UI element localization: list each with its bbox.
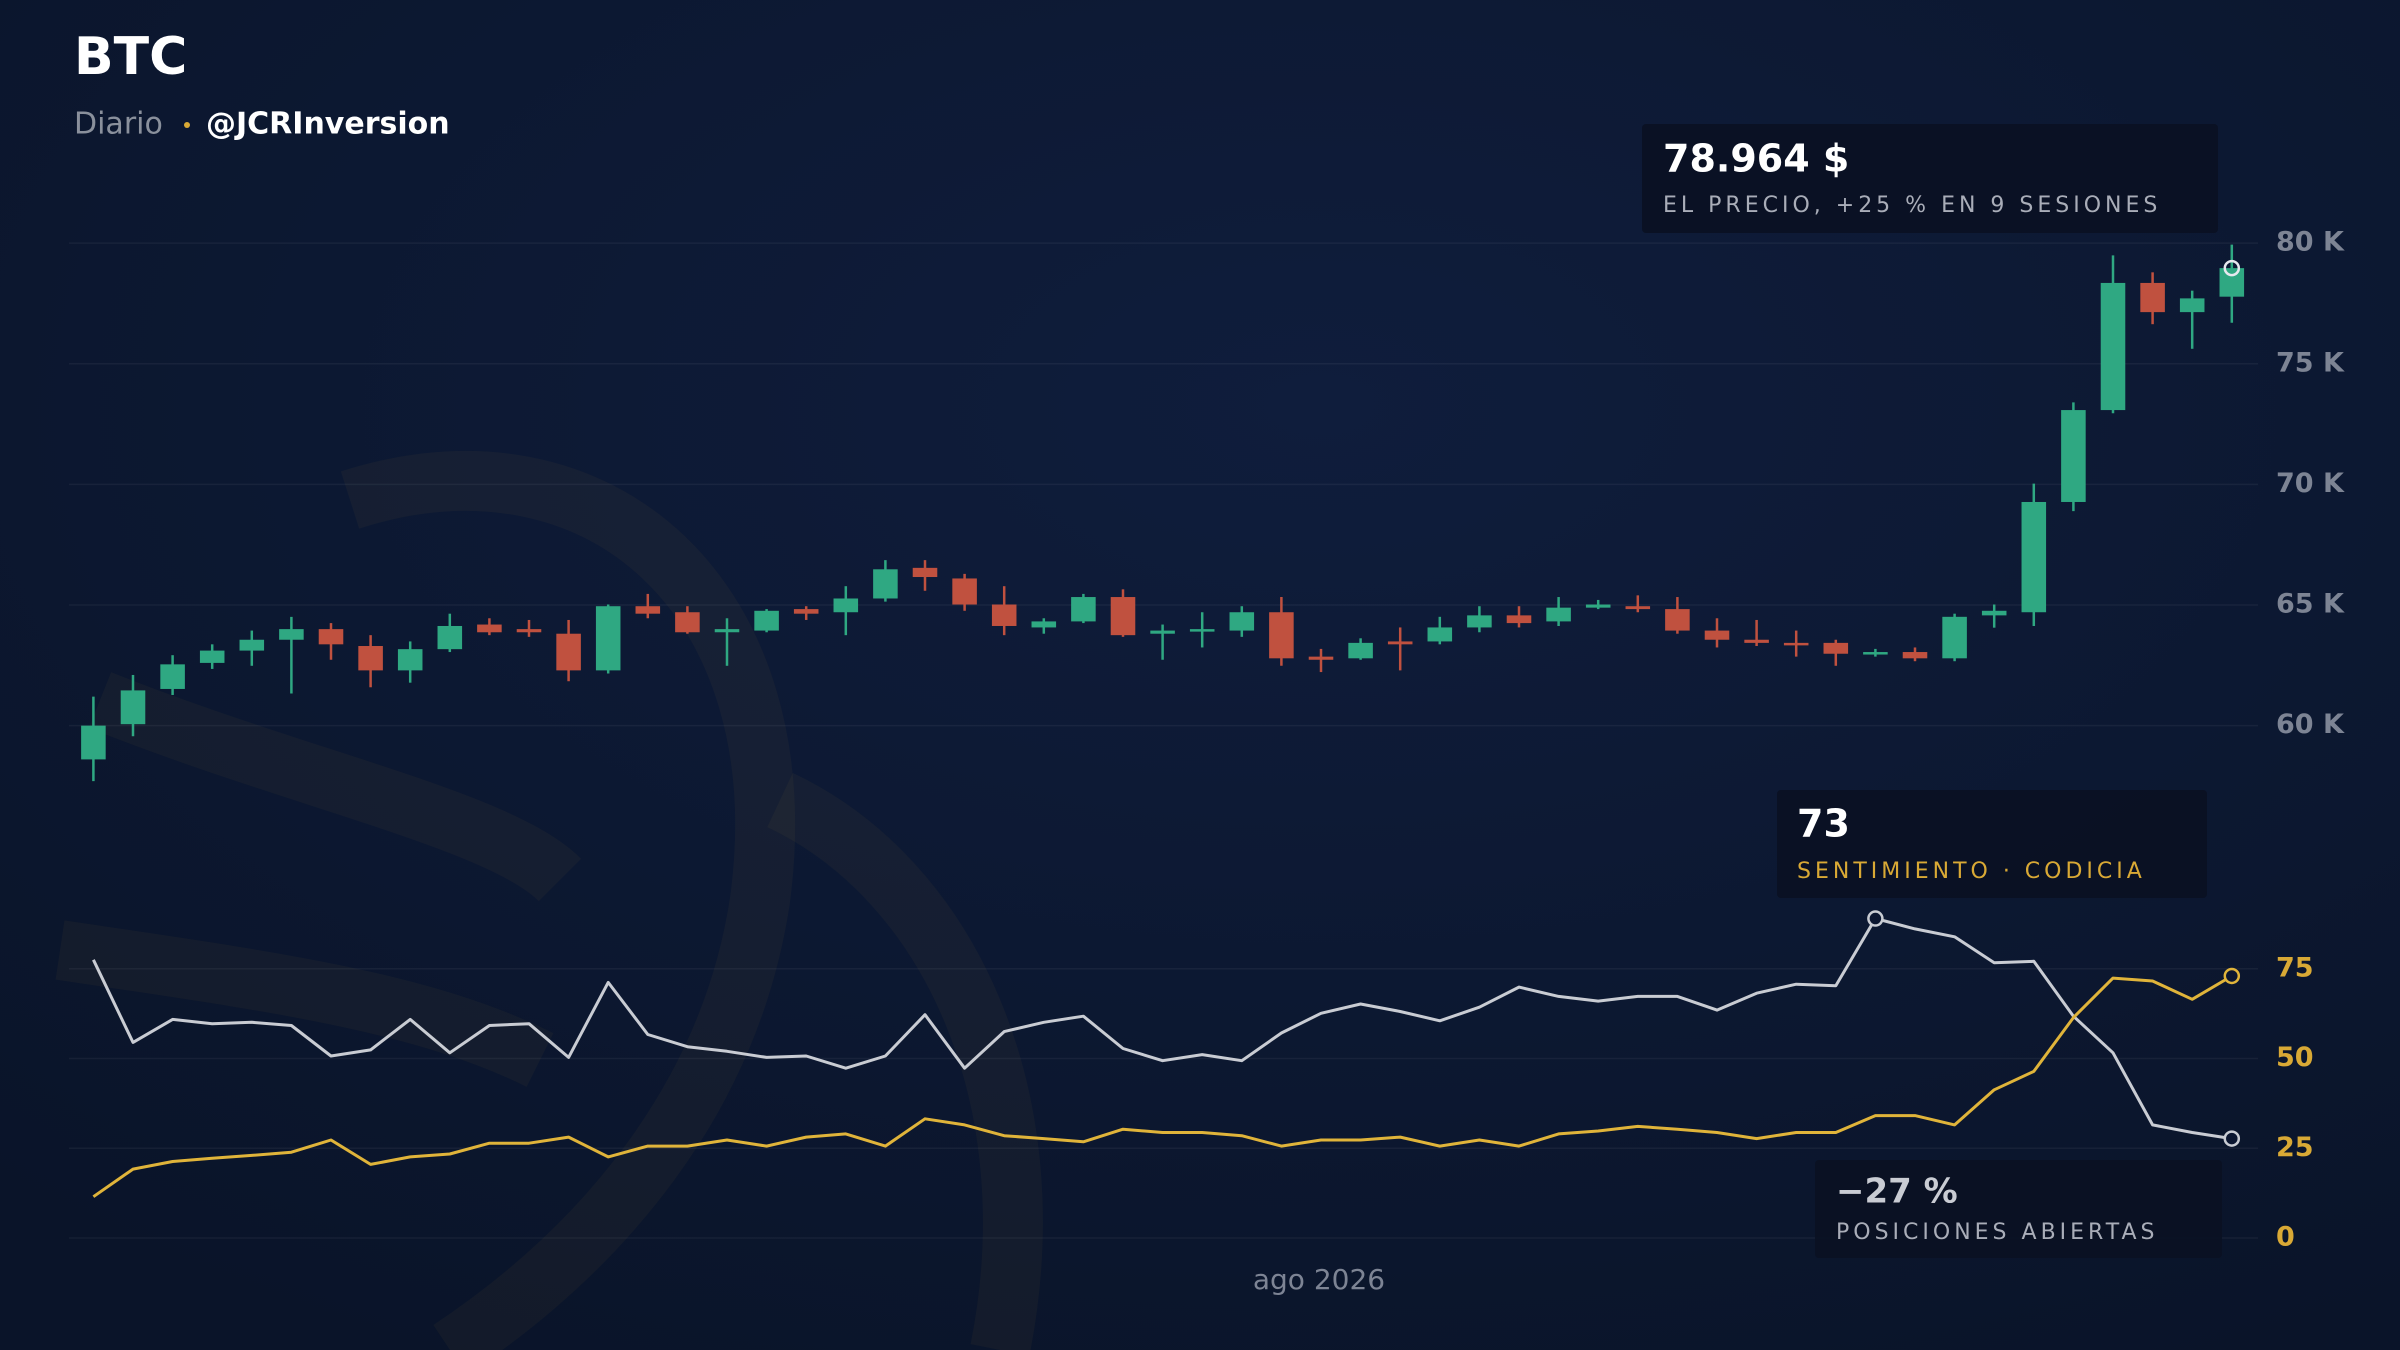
end-marker bbox=[2223, 967, 2241, 985]
candle-body bbox=[1783, 642, 1809, 646]
candle-body bbox=[1625, 606, 1651, 610]
candle-body bbox=[1863, 652, 1888, 655]
y-tick-label: 25 bbox=[2276, 1132, 2314, 1163]
candle-body bbox=[477, 624, 502, 633]
candle-body bbox=[81, 725, 106, 760]
candle-body bbox=[1229, 612, 1255, 631]
candle-body bbox=[1189, 629, 1215, 632]
candle-body bbox=[358, 646, 383, 671]
candle-body bbox=[2100, 282, 2126, 411]
candle-body bbox=[833, 598, 859, 613]
candle-body bbox=[1506, 615, 1532, 624]
candle-body bbox=[239, 639, 265, 651]
peak-marker bbox=[1867, 910, 1884, 927]
candle-body bbox=[1942, 616, 1967, 659]
candle-body bbox=[1427, 627, 1453, 642]
candle-body bbox=[1071, 597, 1096, 622]
candle-body bbox=[873, 569, 898, 599]
price-annotation-text: EL PRECIO, +25 % EN 9 SESIONES bbox=[1663, 193, 2161, 218]
candle-body bbox=[991, 604, 1017, 626]
watermark bbox=[55, 451, 1043, 1350]
sentiment-annotation-value: 73 bbox=[1797, 802, 1850, 846]
y-tick-label: 70 K bbox=[2276, 468, 2345, 499]
candle-body bbox=[595, 606, 621, 671]
positions-annotation-value: −27 % bbox=[1836, 1172, 1958, 1212]
candle-body bbox=[1704, 630, 1730, 640]
y-tick-label: 50 bbox=[2276, 1042, 2314, 1073]
candle-body bbox=[635, 606, 661, 614]
title: BTC bbox=[74, 27, 187, 87]
candle-body bbox=[160, 664, 185, 689]
sentiment-annotation-text: SENTIMIENTO · CODICIA bbox=[1797, 859, 2146, 884]
candle-body bbox=[1585, 604, 1611, 608]
separator-dot bbox=[184, 122, 190, 128]
candle-body bbox=[279, 629, 304, 640]
candle-body bbox=[1387, 641, 1413, 645]
candle-body bbox=[675, 612, 700, 633]
y-tick-label: 60 K bbox=[2276, 709, 2345, 740]
candle-body bbox=[1744, 639, 1769, 643]
candle-body bbox=[1308, 656, 1334, 660]
positions-annotation-text: POSICIONES ABIERTAS bbox=[1836, 1220, 2158, 1245]
subtitle: Diario bbox=[74, 107, 163, 142]
source: @JCRInversion bbox=[206, 107, 450, 142]
candle-body bbox=[199, 650, 225, 663]
candle-body bbox=[1467, 615, 1492, 628]
price-annotation-value: 78.964 $ bbox=[1663, 137, 1849, 181]
y-tick-label: 65 K bbox=[2276, 589, 2345, 620]
y-tick-label: 75 K bbox=[2276, 347, 2345, 378]
y-tick-label: 0 bbox=[2276, 1222, 2295, 1253]
candle-body bbox=[714, 629, 740, 633]
candle-body bbox=[318, 629, 344, 645]
y-tick-label: 80 K bbox=[2276, 227, 2345, 258]
x-axis-label: ago 2026 bbox=[1253, 1263, 1385, 1296]
candle-body bbox=[1110, 597, 1136, 636]
candle-body bbox=[2219, 268, 2245, 297]
candle-body bbox=[516, 629, 542, 633]
candle-body bbox=[2179, 298, 2205, 313]
candle-body bbox=[1269, 612, 1294, 659]
candle-body bbox=[912, 567, 938, 578]
candle-body bbox=[754, 610, 779, 631]
candle-body bbox=[793, 609, 819, 614]
candle-body bbox=[1981, 610, 2007, 616]
candle-body bbox=[1823, 642, 1849, 654]
last-price-marker bbox=[2223, 259, 2241, 277]
candle-body bbox=[2021, 501, 2047, 613]
candle-body bbox=[437, 625, 463, 650]
candle-body bbox=[2061, 410, 2086, 502]
candle-body bbox=[952, 578, 977, 605]
series-line bbox=[92, 974, 2233, 1198]
candle-body bbox=[120, 690, 146, 725]
candle-body bbox=[1546, 607, 1571, 622]
candle-body bbox=[1031, 621, 1057, 628]
candle-body bbox=[1902, 652, 1928, 659]
candle-body bbox=[1150, 630, 1175, 634]
sentiment-annotation-box bbox=[1777, 790, 2207, 898]
candle-body bbox=[2140, 282, 2165, 313]
price-annotation-box bbox=[1642, 124, 2218, 233]
candle-body bbox=[397, 649, 423, 671]
candle-body bbox=[1665, 609, 1690, 631]
candle-body bbox=[556, 633, 581, 671]
candle-body bbox=[1348, 642, 1373, 659]
y-tick-label: 75 bbox=[2276, 952, 2314, 983]
end-marker bbox=[2223, 1130, 2241, 1147]
positions-annotation-box bbox=[1815, 1160, 2222, 1258]
